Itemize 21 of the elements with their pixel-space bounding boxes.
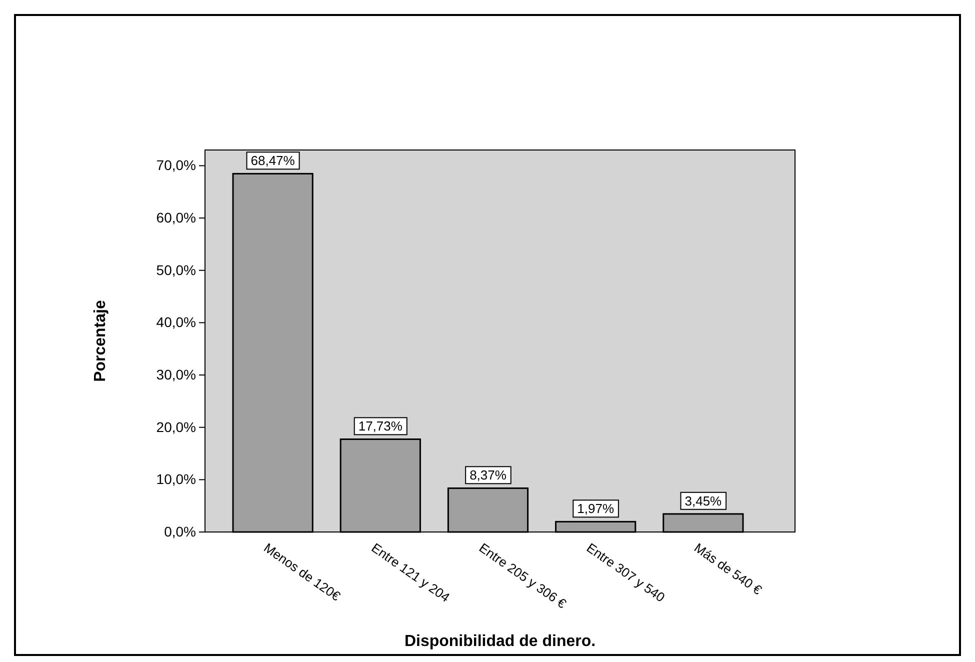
- data-label: 8,37%: [470, 468, 507, 483]
- y-tick-label: 60,0%: [156, 210, 196, 226]
- bar: [662, 513, 744, 533]
- data-label: 17,73%: [358, 418, 403, 434]
- y-tick-label: 0,0%: [164, 523, 196, 540]
- y-axis-title: Porcentaje: [92, 300, 109, 382]
- bar: [232, 172, 314, 533]
- y-tick-label: 20,0%: [156, 418, 196, 435]
- data-label: 68,47%: [250, 153, 296, 168]
- y-tick-label: 10,0%: [156, 471, 196, 488]
- bar: [555, 520, 636, 533]
- y-tick-label: 70,0%: [156, 157, 196, 174]
- y-tick-label: 30,0%: [156, 366, 196, 382]
- y-tick-label: 50,0%: [156, 262, 196, 278]
- x-axis-title: Disponibilidad de dinero.: [404, 633, 596, 650]
- y-tick-label: 40,0%: [156, 314, 196, 330]
- data-label: 3,45%: [684, 493, 722, 508]
- bar: [447, 487, 529, 533]
- bar: [340, 438, 421, 533]
- data-label: 1,97%: [577, 501, 614, 516]
- x-tick-label: Más de 540 €: [692, 540, 766, 598]
